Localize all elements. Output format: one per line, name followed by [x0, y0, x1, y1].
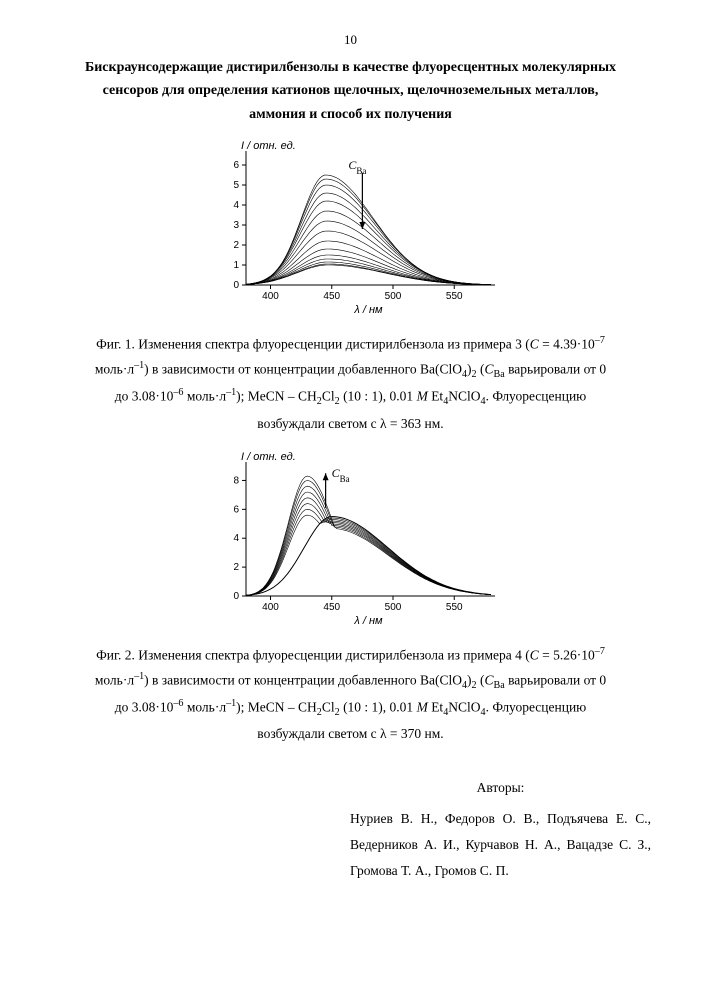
svg-text:4: 4	[233, 533, 239, 544]
figure-1-chart: 400 450 500 550 0 1 2 3 4 5 6 λ / нм I / отн. ед. CBa	[50, 137, 651, 324]
title-line-2: сенсоров для определения катионов щелочн…	[103, 83, 599, 98]
document-title: Бискраунсодержащие дистирилбензолы в кач…	[50, 56, 651, 127]
svg-text:450: 450	[323, 291, 340, 302]
svg-text:2: 2	[233, 562, 239, 573]
svg-text:400: 400	[262, 602, 279, 613]
svg-text:λ / нм: λ / нм	[353, 615, 383, 627]
svg-text:3: 3	[233, 220, 239, 231]
svg-text:550: 550	[445, 602, 462, 613]
svg-text:5: 5	[233, 180, 239, 191]
authors-heading: Авторы:	[350, 775, 651, 801]
svg-text:CBa: CBa	[331, 466, 349, 484]
svg-text:1: 1	[233, 260, 239, 271]
svg-text:0: 0	[233, 591, 239, 602]
authors-block: Авторы: Нуриев В. Н., Федоров О. В., Под…	[350, 775, 651, 884]
svg-text:450: 450	[323, 602, 340, 613]
title-line-1: Бискраунсодержащие дистирилбензолы в кач…	[85, 60, 616, 75]
svg-text:CBa: CBa	[348, 158, 366, 176]
authors-names: Нуриев В. Н., Федоров О. В., Подъячева Е…	[350, 806, 651, 883]
svg-text:500: 500	[384, 291, 401, 302]
figure-2-caption: Фиг. 2. Изменения спектра флуоресценции …	[50, 643, 651, 747]
svg-text:6: 6	[233, 504, 239, 515]
svg-text:0: 0	[233, 280, 239, 291]
svg-text:2: 2	[233, 240, 239, 251]
svg-text:4: 4	[233, 200, 239, 211]
figure-1-caption: Фиг. 1. Изменения спектра флуоресценции …	[50, 332, 651, 436]
svg-text:I / отн. ед.: I / отн. ед.	[241, 451, 296, 463]
svg-text:550: 550	[445, 291, 462, 302]
svg-text:I / отн. ед.: I / отн. ед.	[241, 140, 296, 152]
figure-2-chart: 400 450 500 550 0 2 4 6 8 λ / нм I / отн. ед. CBa	[50, 448, 651, 635]
svg-text:8: 8	[233, 475, 239, 486]
title-line-3: аммония и способ их получения	[249, 107, 452, 122]
svg-text:400: 400	[262, 291, 279, 302]
page-number: 10	[50, 30, 651, 50]
svg-text:500: 500	[384, 602, 401, 613]
svg-text:λ / нм: λ / нм	[353, 304, 383, 316]
svg-text:6: 6	[233, 160, 239, 171]
